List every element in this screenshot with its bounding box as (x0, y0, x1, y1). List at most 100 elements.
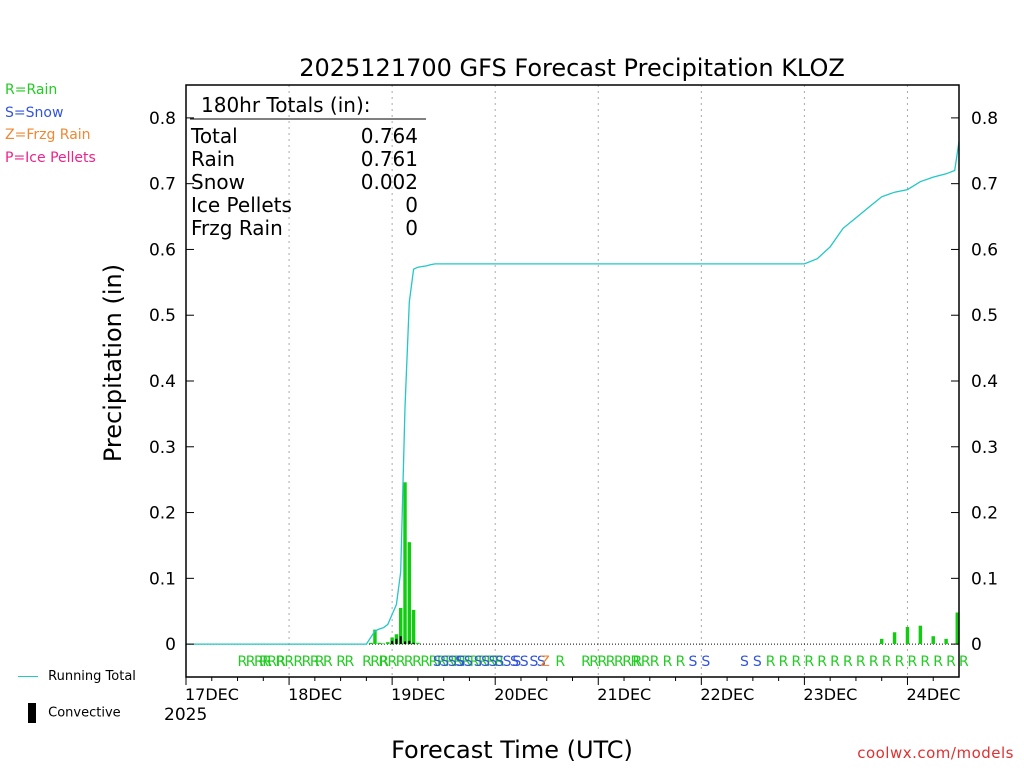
plot-frame (185, 84, 960, 678)
ptype-markers: RRRRRRRRR RRRRR RR RRRRRRRRRRRRRRRRRRSSSSSS… (238, 654, 971, 670)
convective-bars (391, 636, 415, 645)
totals-header: 180hr Totals (in): (201, 93, 371, 117)
totals-row-label: Snow (191, 170, 245, 194)
x-tick-label: 22DEC (700, 685, 754, 704)
totals-row-label: Ice Pellets (191, 193, 292, 217)
ptype-marker: SS (512, 654, 528, 670)
y-tick-label-right: 0.6 (971, 240, 998, 260)
ptype-marker: S (701, 654, 710, 670)
ptype-marker: RRRR (238, 654, 273, 670)
y-axis-label: Precipitation (in) (99, 264, 127, 462)
precip-bar (905, 627, 910, 645)
x-axis-label: Forecast Time (UTC) (391, 736, 633, 764)
ptype-marker: R (959, 654, 969, 670)
precip-bar (386, 642, 390, 645)
y-tick-label-right: 0.4 (971, 372, 998, 392)
ptype-marker: RR (315, 654, 333, 670)
totals-row-label: Total (190, 124, 238, 148)
precip-bar (368, 642, 373, 645)
ptype-marker: RRRRRRRRRRRRRRR (379, 654, 504, 670)
y-tick-label-right: 0.1 (971, 569, 998, 589)
ptype-marker: R (817, 654, 827, 670)
x-tick-label: 20DEC (494, 685, 548, 704)
ptype-marker: RRR (362, 654, 388, 670)
chart-title: 2025121700 GFS Forecast Precipitation KL… (299, 54, 845, 82)
ptype-marker: R (933, 654, 943, 670)
ptype-marker: S (688, 654, 697, 670)
y-tick-label-left: 0.7 (149, 175, 176, 195)
convective-bar (412, 642, 415, 645)
convective-bar (391, 640, 394, 645)
x-tick-label: 21DEC (597, 685, 651, 704)
ptype-marker: R (882, 654, 892, 670)
precip-bar (411, 609, 416, 645)
totals-row-value: 0.764 (361, 124, 418, 148)
ptype-marker: S (753, 654, 762, 670)
y-tick-label-right: 0.5 (971, 306, 998, 326)
credit-text: coolwx.com/models (857, 744, 1014, 762)
y-tick-label-right: 0.2 (971, 504, 998, 524)
ptype-marker: RRR (293, 654, 319, 670)
precip-bar (918, 625, 923, 645)
ptype-marker: R (856, 654, 866, 670)
ptype-legend: R=Rain S=Snow Z=Frzg Rain P=Ice Pellets (5, 79, 96, 169)
y-ticks: 0 00.1 0.10.2 0.20.3 0.30.4 0.40.5 0.50.6 0.60.… (149, 109, 998, 655)
convective-bar (404, 641, 407, 645)
legend-frzg-rain: Z=Frzg Rain (5, 127, 91, 143)
legend-snow: S=Snow (5, 104, 64, 121)
totals-row-value: 0.761 (361, 147, 418, 171)
x-tick-label: 17DEC (185, 685, 239, 704)
precip-bar (407, 542, 412, 645)
ptype-marker: R (804, 654, 814, 670)
totals-row-label: Rain (191, 147, 235, 171)
running-total-swatch-icon (18, 676, 38, 677)
y-tick-label-right: 0.8 (971, 109, 998, 129)
ptype-marker: RR (633, 654, 651, 670)
precip-bar (377, 642, 381, 645)
y-tick-label-right: 0.7 (971, 175, 998, 195)
ptype-marker: SS (530, 654, 546, 670)
totals-row-value: 0 (405, 216, 418, 240)
ptype-marker: SSS (495, 654, 519, 670)
ptype-marker: R (869, 654, 879, 670)
ptype-marker: R (895, 654, 905, 670)
ptype-marker: SSSS (433, 654, 464, 670)
y-tick-label-left: 0.2 (149, 504, 176, 524)
ptype-marker: S (740, 654, 749, 670)
ptype-marker: RRRRRRR (581, 654, 640, 670)
y-tick-label-right: 0 (971, 635, 982, 655)
year-label: 2025 (164, 705, 207, 725)
convective-bar (395, 638, 398, 645)
ptype-marker: R (766, 654, 776, 670)
ptype-marker: R (555, 654, 565, 670)
running-total-label: Running Total (48, 669, 136, 684)
x-tick-label: 24DEC (906, 685, 960, 704)
x-tick-label: 23DEC (803, 685, 857, 704)
convective-label: Convective (48, 705, 121, 721)
ptype-marker: Z (540, 654, 549, 670)
x-tick-label: 19DEC (391, 685, 445, 704)
y-tick-label-left: 0.5 (149, 306, 176, 326)
precip-bars (368, 482, 959, 645)
precip-bar (403, 482, 407, 645)
precip-bar (373, 629, 377, 645)
ptype-marker: R (650, 654, 660, 670)
convective-bar (399, 636, 402, 645)
ptype-marker: R (663, 654, 673, 670)
ptype-marker: R (920, 654, 930, 670)
convective-bar (408, 640, 411, 645)
precip-bar (955, 612, 959, 645)
ptype-marker: R (830, 654, 840, 670)
x-ticks: 17DEC 18DEC 19DEC 20DEC 21DEC 22DEC 23DEC 24DEC (185, 677, 960, 704)
y-tick-label-left: 0.6 (149, 240, 176, 260)
y-tick-label-left: 0.4 (149, 372, 176, 392)
ptype-marker: RR (336, 654, 354, 670)
totals-row-value: 0.002 (361, 170, 418, 194)
y-tick-label-right: 0.3 (971, 438, 998, 458)
totals-row-value: 0 (405, 193, 418, 217)
ptype-marker: R (946, 654, 956, 670)
x-tick-label: 18DEC (288, 685, 342, 704)
ptype-marker: R (676, 654, 686, 670)
legend-convective: Convective (18, 703, 121, 723)
